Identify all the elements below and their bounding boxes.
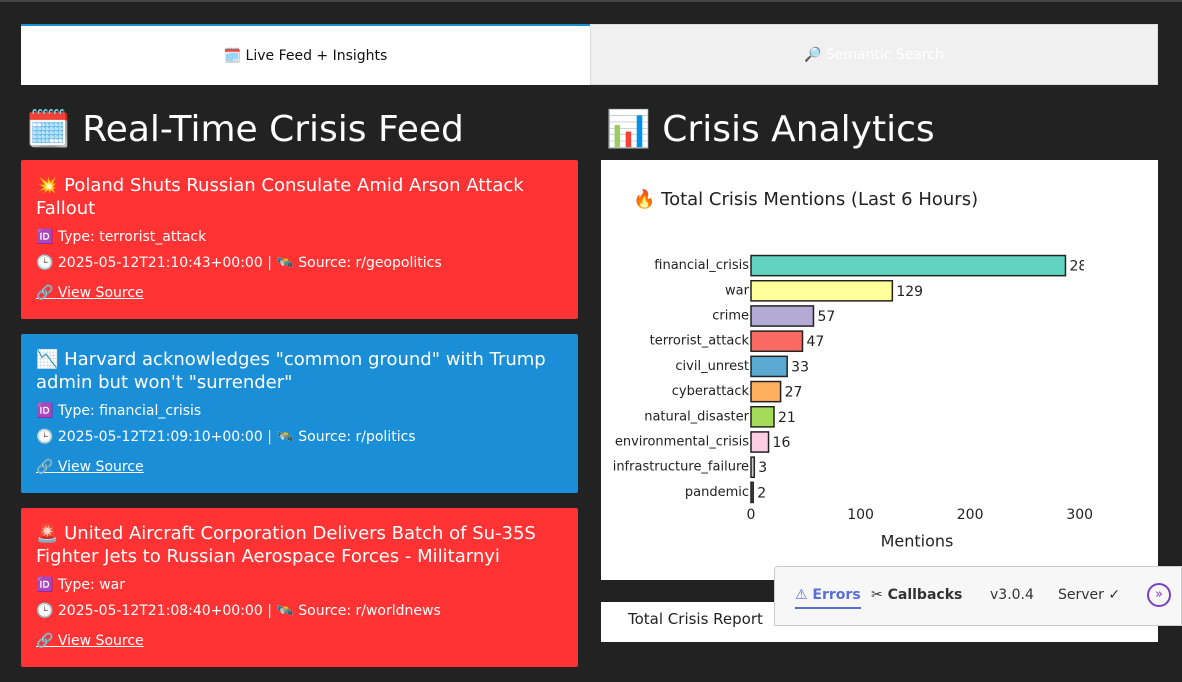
value-label: 21: [778, 410, 796, 426]
card-meta: 🕒 2025-05-12T21:09:10+00:00 | 🛰️ Source:…: [36, 429, 416, 445]
y-tick-label: natural_disaster: [644, 409, 749, 424]
value-label: 129: [896, 284, 923, 300]
tab[interactable]: 🔎 Semantic Search: [590, 24, 1158, 85]
y-tick-label: terrorist_attack: [650, 334, 750, 349]
bar: [750, 380, 782, 403]
callbacks-tab[interactable]: ✂ Callbacks: [871, 587, 963, 603]
feed-heading: 🗓️ Real-Time Crisis Feed: [26, 109, 464, 150]
card-title: 📉 Harvard acknowledges "common ground" w…: [36, 349, 546, 393]
y-tick-label: war: [725, 283, 750, 298]
page: 🗓️ Live Feed + Insights 🔎 Semantic Searc…: [0, 0, 1182, 667]
y-tick-label: infrastructure_failure: [613, 460, 749, 475]
value-label: 287: [1069, 259, 1096, 275]
x-tick-label: 100: [847, 507, 874, 523]
view-source-link[interactable]: 🔗 View Source: [36, 459, 144, 475]
bar: [750, 481, 754, 504]
card-title: 🚨 United Aircraft Corporation Delivers B…: [36, 523, 536, 567]
card-title: 💥 Poland Shuts Russian Consulate Amid Ar…: [36, 175, 524, 219]
card-type: 🆔 Type: financial_crisis: [36, 403, 202, 419]
view-source-link[interactable]: 🔗 View Source: [36, 285, 144, 301]
analytics-heading: 📊 Crisis Analytics: [606, 109, 935, 150]
card-meta: 🕒 2025-05-12T21:08:40+00:00 | 🛰️ Source:…: [36, 603, 441, 619]
expand-button[interactable]: »: [1147, 583, 1171, 607]
value-label: 16: [773, 435, 791, 451]
y-tick-label: cyberattack: [672, 384, 750, 399]
plot: 287 129 57 47 33 27 21 16 3 2: [750, 254, 1096, 504]
value-label: 3: [758, 460, 767, 476]
server-status: Server ✓: [1058, 587, 1121, 603]
value-label: 47: [806, 334, 824, 350]
x-tick-label: 300: [1066, 507, 1093, 523]
bar: [750, 355, 788, 378]
chart: 🔥 Total Crisis Mentions (Last 6 Hours) M…: [613, 188, 1096, 551]
view-source-link[interactable]: 🔗 View Source: [36, 633, 144, 649]
y-tick-label: pandemic: [685, 485, 749, 500]
y-tick-label: crime: [712, 309, 749, 324]
chart-box: 🔥 Total Crisis Mentions (Last 6 Hours) M…: [601, 160, 1158, 580]
feed-card: 📉 Harvard acknowledges "common ground" w…: [21, 334, 578, 493]
bar: [750, 305, 815, 327]
bar: [750, 330, 804, 353]
tab[interactable]: 🗓️ Live Feed + Insights: [21, 24, 590, 85]
bar: [750, 405, 775, 428]
card-type: 🆔 Type: terrorist_attack: [36, 229, 207, 245]
feed: 💥 Poland Shuts Russian Consulate Amid Ar…: [21, 160, 578, 682]
top-bar: [0, 0, 1182, 2]
feed-card: 💥 Poland Shuts Russian Consulate Amid Ar…: [21, 160, 578, 319]
value-label: 27: [785, 385, 803, 401]
debug-panel: ⚠ Errors ✂ Callbacks v3.0.4 Server ✓ »: [774, 566, 1182, 626]
y-tick-label: financial_crisis: [654, 258, 749, 273]
bar: [750, 254, 1067, 277]
x-tick-label: 200: [957, 507, 984, 523]
x-tick-label: 0: [747, 507, 756, 523]
feed-card: 🚨 United Aircraft Corporation Delivers B…: [21, 508, 578, 667]
card-type: 🆔 Type: war: [36, 577, 125, 593]
y-tick-label: civil_unrest: [675, 359, 749, 374]
bar: [750, 279, 894, 302]
x-axis-title: Mentions: [881, 532, 954, 551]
value-label: 2: [757, 485, 766, 501]
version: v3.0.4: [990, 587, 1034, 603]
y-tick-label: environmental_crisis: [615, 435, 749, 450]
value-label: 57: [817, 309, 835, 325]
bar: [750, 431, 770, 453]
card-meta: 🕒 2025-05-12T21:10:43+00:00 | 🛰️ Source:…: [36, 255, 442, 271]
value-label: 33: [791, 359, 809, 375]
errors-tab[interactable]: ⚠ Errors: [795, 587, 861, 609]
chart-title: 🔥 Total Crisis Mentions (Last 6 Hours): [633, 188, 978, 210]
bar: [750, 456, 756, 479]
